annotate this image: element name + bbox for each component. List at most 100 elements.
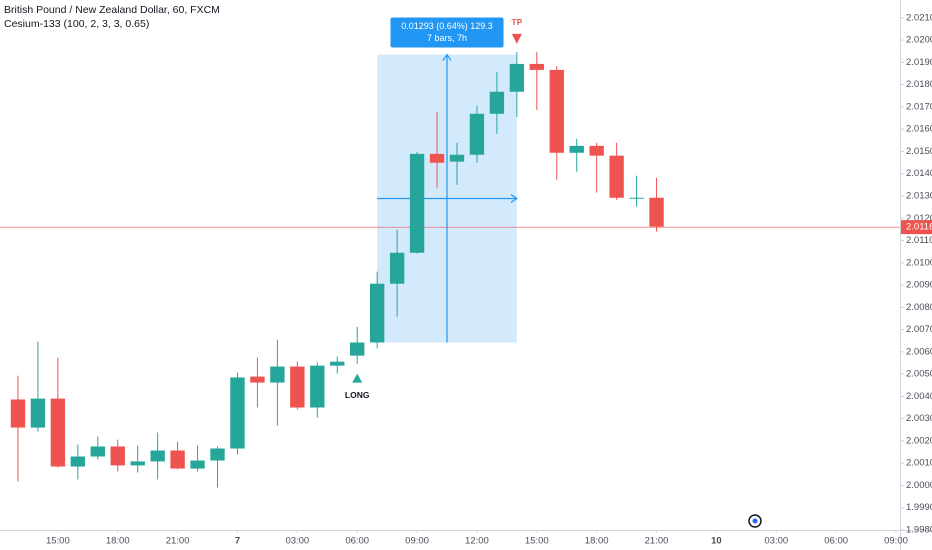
x-tick-label: 03:00 bbox=[764, 536, 788, 547]
y-tick-label: 2.02000 bbox=[906, 35, 932, 46]
candle-body bbox=[230, 377, 245, 449]
measure-label-box bbox=[390, 17, 504, 48]
icon-dot bbox=[752, 518, 758, 524]
candle-body bbox=[569, 145, 584, 153]
x-tick-label: 18:00 bbox=[585, 536, 609, 547]
candle bbox=[330, 356, 345, 374]
y-tick-label: 2.01700 bbox=[906, 101, 932, 112]
candle-body bbox=[350, 342, 365, 356]
indicator-legend: Cesium-133 (100, 2, 3, 3, 0.65) bbox=[4, 18, 149, 30]
candle bbox=[509, 51, 525, 117]
x-tick-label: 15:00 bbox=[525, 536, 549, 547]
y-tick-label: 2.00700 bbox=[906, 324, 932, 335]
candle-body bbox=[250, 376, 265, 383]
candle-body bbox=[469, 113, 485, 155]
candle bbox=[469, 105, 485, 163]
x-tick-label: 06:00 bbox=[345, 536, 369, 547]
y-tick-label: 2.01300 bbox=[906, 190, 932, 201]
candle bbox=[649, 177, 664, 232]
candle bbox=[429, 111, 445, 188]
candle-body bbox=[509, 63, 525, 92]
x-tick-label: 7 bbox=[235, 536, 240, 547]
candle-body bbox=[489, 91, 505, 114]
candle-body bbox=[50, 398, 66, 467]
x-tick-label: 18:00 bbox=[106, 536, 130, 547]
chart-title: British Pound / New Zealand Dollar, 60, … bbox=[4, 4, 220, 16]
candle bbox=[10, 375, 26, 482]
y-tick-label: 2.00800 bbox=[906, 302, 932, 313]
y-tick-label: 1.99800 bbox=[906, 525, 932, 536]
y-tick-label: 2.00600 bbox=[906, 346, 932, 357]
x-tick-label: 09:00 bbox=[405, 536, 429, 547]
candle-body bbox=[70, 456, 86, 467]
candle-body bbox=[529, 63, 544, 70]
y-tick-label: 2.01500 bbox=[906, 146, 932, 157]
candle bbox=[70, 444, 86, 480]
y-tick-label: 1.99900 bbox=[906, 502, 932, 513]
candle-body bbox=[130, 461, 145, 466]
signal-arrow bbox=[511, 33, 522, 44]
signal-label: TP bbox=[511, 17, 522, 27]
measure-arrowhead-h bbox=[510, 194, 518, 204]
candle bbox=[350, 326, 365, 364]
candle-body bbox=[210, 448, 225, 461]
y-tick-label: 2.01900 bbox=[906, 57, 932, 68]
x-tick-label: 10 bbox=[711, 536, 722, 547]
x-tick-label: 03:00 bbox=[285, 536, 309, 547]
icon[interactable] bbox=[748, 514, 762, 528]
candle bbox=[130, 445, 145, 473]
signal-arrow bbox=[352, 373, 363, 383]
candle bbox=[569, 138, 584, 172]
candle bbox=[110, 439, 125, 472]
candle-body bbox=[330, 361, 345, 366]
y-tick-label: 2.00900 bbox=[906, 280, 932, 291]
candle bbox=[409, 151, 425, 254]
x-tick-label: 12:00 bbox=[465, 536, 489, 547]
y-tick-label: 2.00000 bbox=[906, 480, 932, 491]
y-tick-label: 2.00200 bbox=[906, 435, 932, 446]
candle-body bbox=[190, 460, 205, 469]
candle-body bbox=[310, 365, 325, 408]
y-tick-label: 2.01400 bbox=[906, 168, 932, 179]
candle bbox=[290, 361, 305, 410]
candle bbox=[270, 339, 285, 426]
candle bbox=[50, 357, 66, 468]
last-price-label: 2.01160 bbox=[906, 222, 932, 233]
signal-label: LONG bbox=[345, 390, 370, 400]
x-tick-label: 21:00 bbox=[645, 536, 669, 547]
candle bbox=[90, 436, 105, 460]
candle-body bbox=[369, 283, 385, 343]
y-tick-label: 2.01000 bbox=[906, 257, 932, 268]
candle bbox=[250, 357, 265, 408]
candle-body bbox=[90, 446, 105, 457]
candle bbox=[529, 51, 544, 110]
candle bbox=[609, 142, 624, 200]
candle-body bbox=[150, 450, 165, 462]
x-tick-label: 21:00 bbox=[166, 536, 190, 547]
candle-body bbox=[429, 153, 445, 163]
y-tick-label: 2.01200 bbox=[906, 213, 932, 224]
candle-body bbox=[649, 197, 664, 227]
x-tick-label: 06:00 bbox=[824, 536, 848, 547]
candle bbox=[230, 372, 245, 455]
y-tick-label: 2.00500 bbox=[906, 369, 932, 380]
candle-body bbox=[589, 145, 604, 156]
candle bbox=[190, 445, 205, 472]
candle-body bbox=[629, 197, 644, 199]
measure-label: 0.01293 (0.64%) 129.3 bbox=[401, 21, 493, 31]
candle bbox=[369, 271, 385, 349]
measure-label: 7 bars, 7h bbox=[427, 33, 467, 43]
measure-arrowhead-v bbox=[442, 53, 452, 61]
candle-body bbox=[270, 366, 285, 383]
candle bbox=[150, 432, 165, 480]
x-tick-label: 15:00 bbox=[46, 536, 70, 547]
y-tick-label: 2.01800 bbox=[906, 79, 932, 90]
candle-body bbox=[389, 252, 405, 284]
x-tick-label: 09:00 bbox=[884, 536, 908, 547]
candle bbox=[30, 341, 46, 432]
y-tick-label: 2.02100 bbox=[906, 12, 932, 23]
candle-body bbox=[609, 155, 624, 198]
candle bbox=[310, 362, 325, 418]
